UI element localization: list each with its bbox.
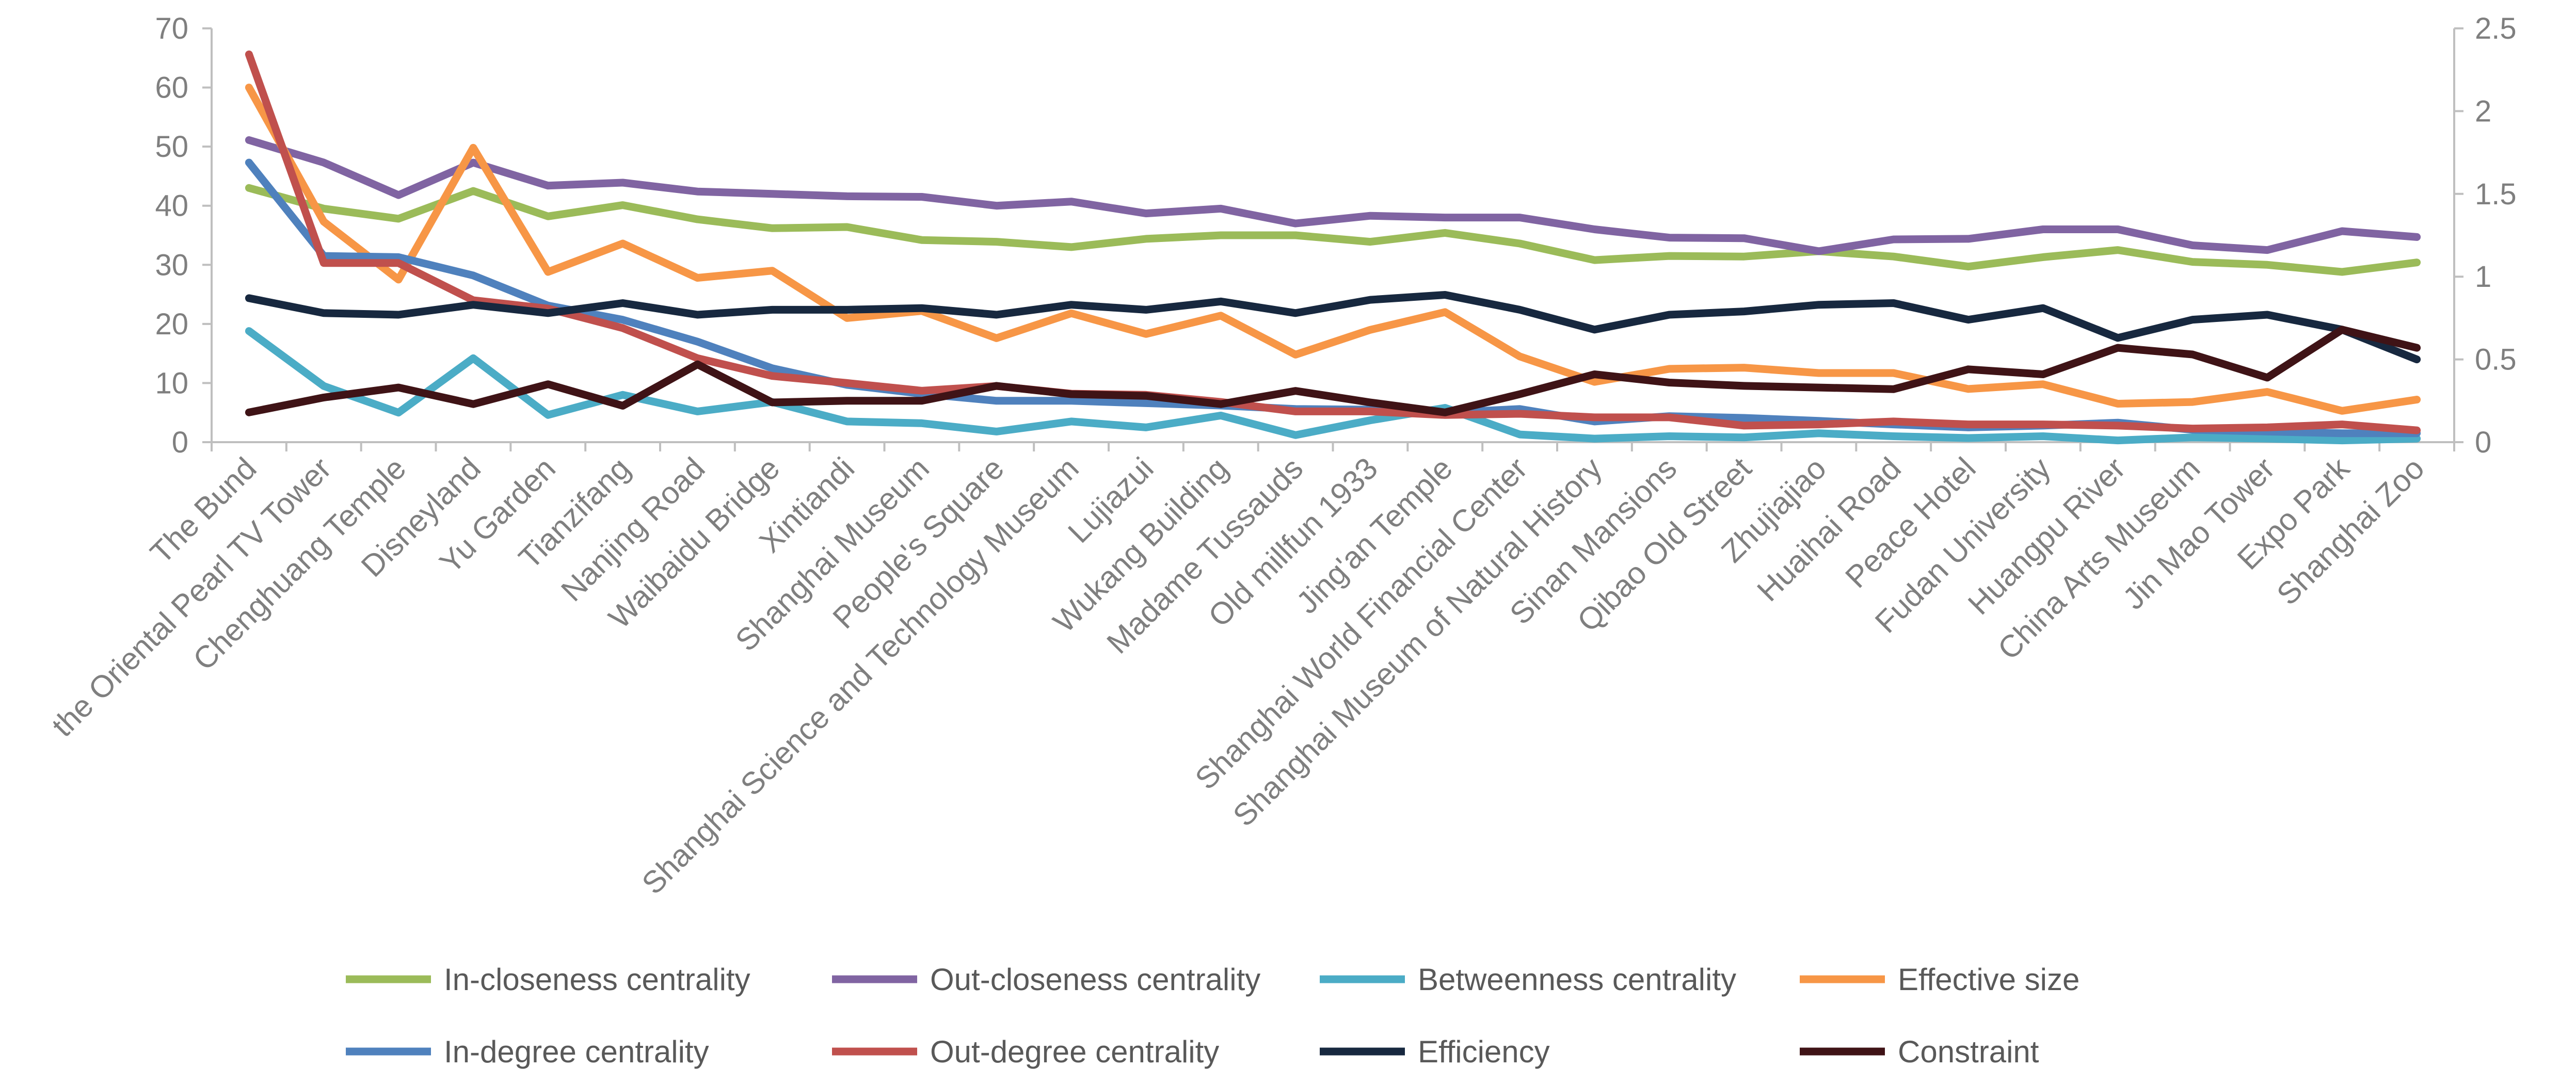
left-tick-label: 0 (172, 426, 188, 459)
series-line-effective-size (245, 84, 2421, 415)
right-tick-label: 2 (2475, 94, 2491, 128)
right-tick-label: 2.5 (2475, 12, 2517, 45)
series-line-out-degree-centrality (245, 50, 2421, 434)
legend-label-out-degree-centrality: Out-degree centrality (930, 1034, 1219, 1069)
legend-label-in-degree-centrality: In-degree centrality (444, 1034, 709, 1069)
series-line-in-closeness-centrality (245, 184, 2421, 276)
right-tick-label: 0 (2475, 426, 2491, 459)
legend-label-out-closeness-centrality: Out-closeness centrality (930, 962, 1260, 997)
legend: In-closeness centrality Out-closeness cen… (346, 962, 2079, 1069)
right-tick-label: 1 (2475, 260, 2491, 294)
series-line-constraint (245, 326, 2421, 416)
legend-label-in-closeness-centrality: In-closeness centrality (444, 962, 750, 997)
category-label: the Oriental Pearl TV Tower (45, 451, 338, 743)
legend-label-efficiency: Efficiency (1418, 1034, 1550, 1069)
series-line-out-closeness-centrality (245, 136, 2421, 255)
right-axis-ticks: 0 0.5 1 1.5 2 2.5 (2454, 12, 2517, 459)
left-tick-label: 70 (155, 12, 188, 45)
left-tick-label: 60 (155, 71, 188, 105)
series-lines (245, 50, 2421, 445)
left-tick-label: 50 (155, 130, 188, 164)
legend-label-betweenness-centrality: Betweenness centrality (1418, 962, 1736, 997)
legend-label-effective-size: Effective size (1898, 962, 2079, 997)
left-tick-label: 30 (155, 248, 188, 282)
left-tick-label: 20 (155, 308, 188, 341)
left-axis-ticks: 0 10 20 30 40 50 60 70 (155, 12, 212, 459)
left-tick-label: 10 (155, 366, 188, 400)
right-tick-label: 0.5 (2475, 343, 2517, 377)
left-tick-label: 40 (155, 189, 188, 223)
legend-label-constraint: Constraint (1898, 1034, 2039, 1069)
right-tick-label: 1.5 (2475, 177, 2517, 211)
series-line-efficiency (245, 291, 2421, 364)
